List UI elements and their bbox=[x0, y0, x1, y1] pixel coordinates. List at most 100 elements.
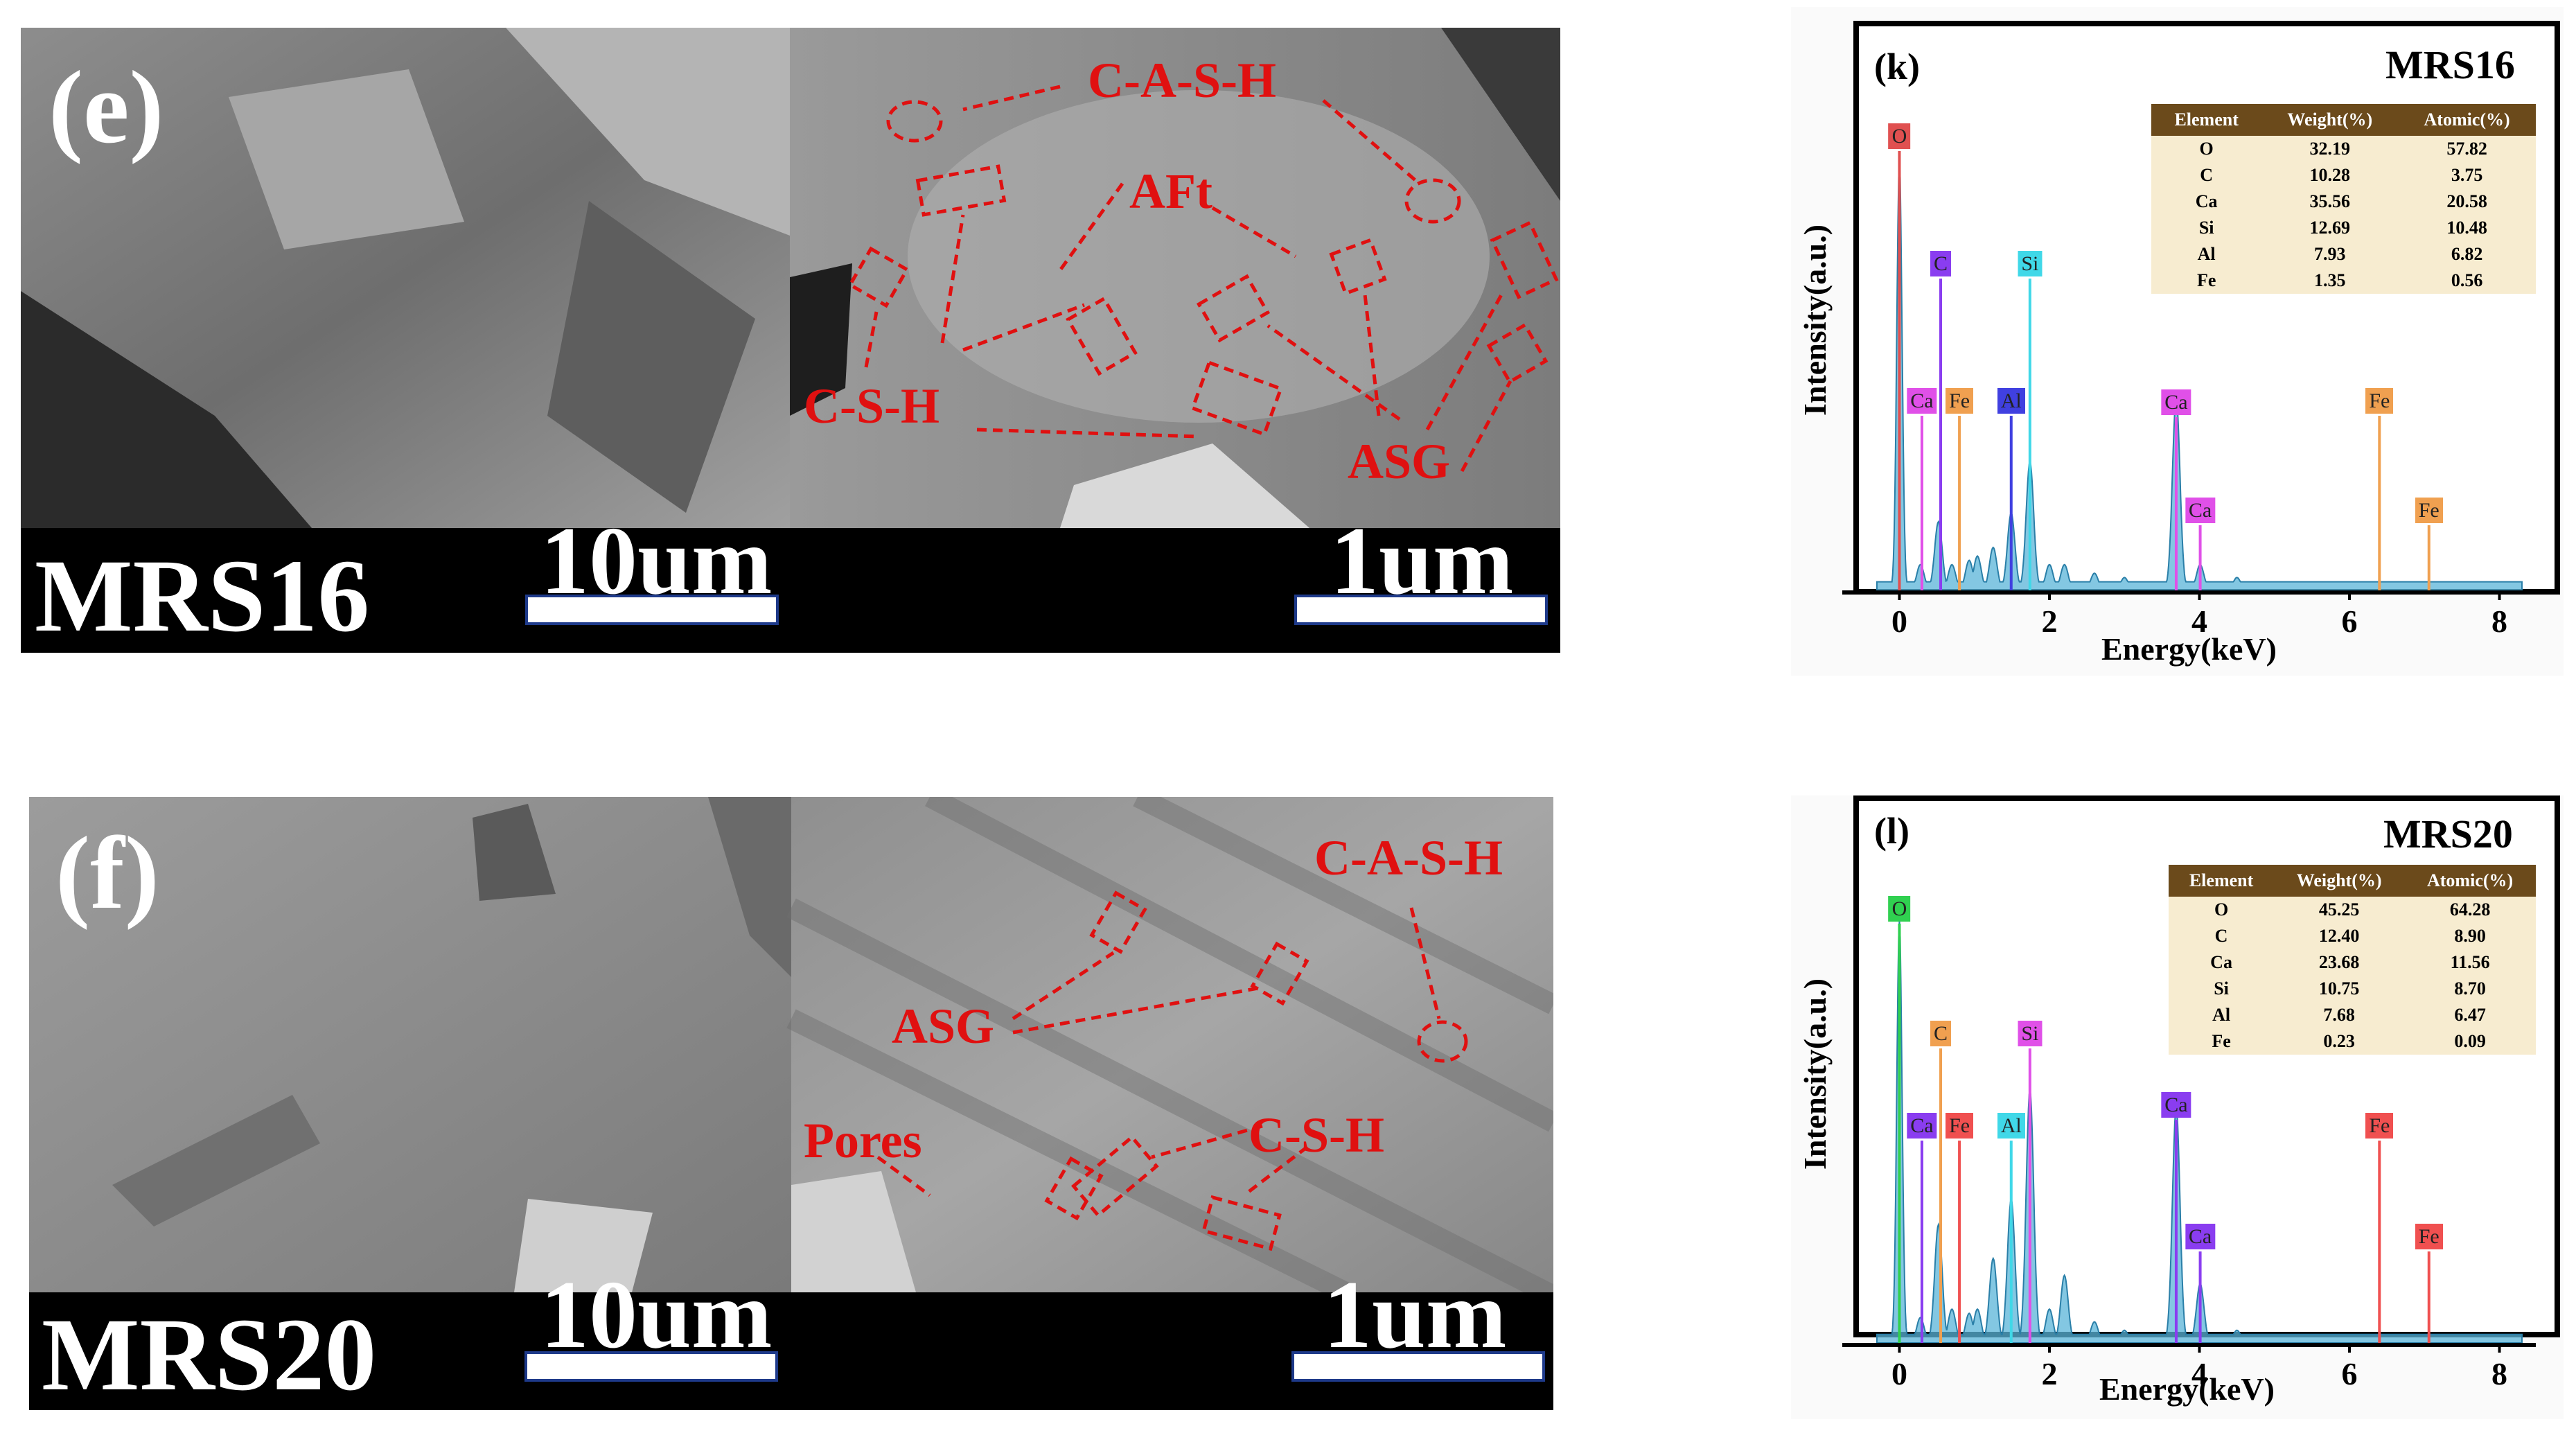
table-cell: O bbox=[2214, 899, 2229, 920]
peak-label: Ca bbox=[2185, 1224, 2216, 1249]
panel-letter-e: (e) bbox=[48, 50, 164, 165]
x-tick-label: 4 bbox=[2191, 1356, 2207, 1391]
sem-micrograph-f bbox=[29, 797, 1553, 1292]
table-cell: 8.70 bbox=[2454, 978, 2486, 999]
eds-sample-l: MRS20 bbox=[2383, 811, 2513, 856]
table-cell: 6.47 bbox=[2454, 1005, 2486, 1025]
table-header-weight: Weight(%) bbox=[2274, 865, 2405, 897]
table-cell: 23.68 bbox=[2318, 952, 2360, 972]
table-cell: 0.23 bbox=[2323, 1031, 2355, 1051]
table-header-atomic: Atomic(%) bbox=[2398, 104, 2536, 136]
table-cell: 35.56 bbox=[2309, 191, 2351, 211]
eds-sample-k: MRS16 bbox=[2385, 42, 2515, 87]
panel-letter-f: (f) bbox=[55, 816, 159, 931]
table-cell: O bbox=[2199, 139, 2214, 159]
annotation-label-f-0: C-A-S-H bbox=[1314, 830, 1503, 886]
table-row: Si 12.69 10.48 bbox=[2151, 215, 2536, 241]
table-cell: 3.75 bbox=[2451, 165, 2483, 185]
sem-panel-f: (f) MRS20 10um 1um C-A-S-H ASG Pores C-S… bbox=[29, 797, 1553, 1410]
peak-label: Si bbox=[2018, 1021, 2043, 1046]
peak-label: Ca bbox=[1907, 1113, 1937, 1139]
peak-label: Fe bbox=[2365, 1113, 2394, 1139]
table-cell: Si bbox=[2198, 218, 2214, 238]
peak-label: Al bbox=[1997, 388, 2025, 414]
peak-label: Al bbox=[1997, 1113, 2025, 1139]
table-row: Ca 35.56 20.58 bbox=[2151, 188, 2536, 215]
scale-label-1um-e: 1um bbox=[1330, 507, 1514, 615]
annotation-arrows-e bbox=[847, 85, 1559, 473]
table-row: Fe 0.23 0.09 bbox=[2169, 1028, 2536, 1055]
table-cell: 0.56 bbox=[2451, 270, 2483, 290]
table-row: O 45.25 64.28 bbox=[2169, 897, 2536, 923]
table-header-element: Element bbox=[2151, 104, 2262, 136]
table-row: Si 10.75 8.70 bbox=[2169, 976, 2536, 1002]
peak-label: O bbox=[1888, 123, 1911, 149]
table-row: Al 7.68 6.47 bbox=[2169, 1002, 2536, 1028]
peak-label: Fe bbox=[2415, 1224, 2443, 1249]
eds-spectrum-k bbox=[1842, 151, 2536, 600]
y-axis-label-k: Intensity(a.u.) bbox=[1797, 224, 1833, 416]
table-row: Ca 23.68 11.56 bbox=[2169, 949, 2536, 976]
annotation-label-f-1: ASG bbox=[892, 999, 995, 1054]
annotation-label-f-3: C-S-H bbox=[1249, 1107, 1384, 1163]
table-cell: 10.48 bbox=[2446, 218, 2487, 238]
peak-label: Fe bbox=[2365, 388, 2394, 414]
composition-table-k: Element Weight(%) Atomic(%) O 32.19 57.82 … bbox=[2151, 104, 2536, 294]
annotation-label-e-0: C-A-S-H bbox=[1088, 53, 1276, 108]
annotation-label-e-1: AFt bbox=[1129, 164, 1212, 219]
peak-label: Ca bbox=[1907, 388, 1937, 414]
table-header-weight: Weight(%) bbox=[2261, 104, 2399, 136]
sem-panel-e: (e) MRS16 10um 1um bbox=[21, 28, 1560, 653]
x-axis-label-l: Energy(keV) bbox=[2099, 1371, 2275, 1407]
peak-label: Fe bbox=[2415, 498, 2443, 523]
x-tick-label: 2 bbox=[2041, 1356, 2058, 1391]
peak-label: Ca bbox=[2161, 389, 2191, 415]
table-cell: C bbox=[2200, 165, 2214, 185]
table-cell: Al bbox=[2212, 1005, 2231, 1025]
annotation-arrows-f bbox=[876, 890, 1468, 1251]
eds-panel-k: (k) MRS16 Intensity(a.u.) Energy(keV) 0 2… bbox=[1791, 7, 2564, 676]
table-row: O 32.19 57.82 bbox=[2151, 136, 2536, 162]
sem-texture-e bbox=[21, 28, 1560, 528]
table-cell: 7.68 bbox=[2323, 1005, 2355, 1025]
peak-label: Fe bbox=[1946, 388, 1974, 414]
table-cell: 45.25 bbox=[2318, 899, 2360, 920]
table-cell: 32.19 bbox=[2309, 139, 2351, 159]
table-cell: 10.28 bbox=[2309, 165, 2351, 185]
peak-label: Fe bbox=[1946, 1113, 1974, 1139]
table-row: C 10.28 3.75 bbox=[2151, 162, 2536, 188]
annotation-label-f-2: Pores bbox=[804, 1113, 922, 1168]
table-header-atomic: Atomic(%) bbox=[2404, 865, 2536, 897]
scale-bar-1um-f bbox=[1291, 1351, 1545, 1382]
table-cell: Ca bbox=[2210, 952, 2232, 972]
sem-texture-f bbox=[29, 797, 1553, 1292]
table-row: C 12.40 8.90 bbox=[2169, 923, 2536, 949]
table-cell: 10.75 bbox=[2318, 978, 2360, 999]
table-row: Fe 1.35 0.56 bbox=[2151, 267, 2536, 294]
table-header-element: Element bbox=[2169, 865, 2275, 897]
table-cell: Al bbox=[2197, 244, 2216, 264]
x-tick-label: 0 bbox=[1891, 1356, 1907, 1391]
table-cell: 6.82 bbox=[2451, 244, 2483, 264]
peak-label: Si bbox=[2018, 251, 2043, 276]
table-cell: 20.58 bbox=[2446, 191, 2487, 211]
x-tick-label: 6 bbox=[2341, 604, 2358, 639]
y-axis-label-l: Intensity(a.u.) bbox=[1797, 978, 1833, 1170]
table-cell: 12.40 bbox=[2318, 926, 2360, 946]
sem-micrograph-e bbox=[21, 28, 1560, 528]
peak-label: O bbox=[1888, 896, 1911, 922]
table-cell: 64.28 bbox=[2449, 899, 2491, 920]
peak-label: Ca bbox=[2161, 1092, 2191, 1118]
x-tick-label: 2 bbox=[2041, 604, 2058, 639]
table-cell: Si bbox=[2214, 978, 2229, 999]
eds-spectrum-l bbox=[1842, 920, 2536, 1353]
table-cell: 57.82 bbox=[2446, 139, 2487, 159]
scale-label-10um-f: 10um bbox=[540, 1261, 773, 1369]
annotation-label-e-3: ASG bbox=[1348, 434, 1451, 489]
sample-name-e: MRS16 bbox=[35, 538, 370, 653]
x-tick-label: 8 bbox=[2491, 604, 2508, 639]
table-row: Al 7.93 6.82 bbox=[2151, 241, 2536, 267]
eds-panel-l: (l) MRS20 Intensity(a.u.) Energy(keV) 0 2… bbox=[1791, 795, 2564, 1419]
table-cell: 8.90 bbox=[2454, 926, 2486, 946]
peak-label: C bbox=[1930, 251, 1952, 276]
